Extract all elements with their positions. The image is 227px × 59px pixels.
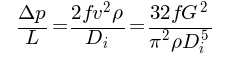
Text: $\dfrac{\Delta p}{L} = \dfrac{2fv^2\rho}{D_i} = \dfrac{32fG^2}{\pi^2\rho D_i^5}$: $\dfrac{\Delta p}{L} = \dfrac{2fv^2\rho}… [17,0,210,57]
